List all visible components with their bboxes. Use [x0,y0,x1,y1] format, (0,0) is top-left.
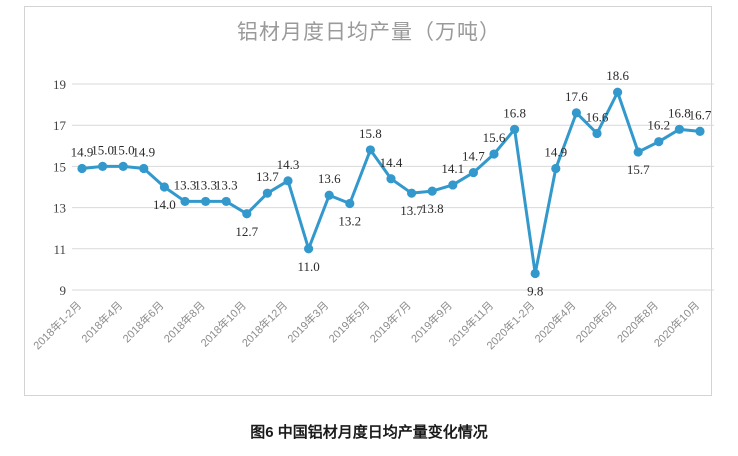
data-point-label: 13.6 [318,171,341,186]
data-point-marker [468,167,478,178]
x-axis-tick-label: 2020年4月 [531,298,578,345]
data-point-label: 14.9 [132,144,155,159]
data-point-marker [674,124,685,134]
data-point-marker [509,124,520,134]
data-point-label: 13.7 [256,169,279,184]
y-axis-tick-labels: 9 11 13 15 17 19 [53,77,67,298]
data-point-marker [201,196,211,207]
data-point-label: 12.7 [235,224,258,239]
data-point-marker [98,161,108,171]
data-point-label: 14.0 [153,197,176,212]
y-axis-tick-label: 9 [60,283,67,298]
data-point-marker [633,147,643,157]
x-axis-tick-label: 2018年6月 [119,298,166,345]
chart-frame [24,6,712,396]
data-point-marker [139,163,149,174]
data-point-label: 14.9 [544,144,567,159]
x-axis-tick-label: 2019年7月 [367,298,414,345]
data-point-marker [571,108,582,118]
data-point-label: 13.3 [174,177,197,192]
data-point-marker [386,174,396,184]
data-point-label: 16.8 [503,105,526,120]
data-point-marker [551,163,561,174]
series-markers [77,87,705,279]
data-point-marker [654,137,664,147]
data-point-label: 15.8 [359,126,382,141]
data-point-label: 13.2 [338,213,361,228]
data-point-label: 15.7 [627,162,650,177]
data-point-marker [530,268,540,279]
data-point-label: 14.1 [441,161,464,176]
series-data-labels: 14.915.015.014.914.013.313.313.312.713.7… [71,68,712,298]
data-point-marker [365,145,375,155]
data-point-label: 16.2 [647,118,670,133]
x-axis-tick-label: 2019年5月 [325,298,372,345]
chart-title: 铝材月度日均产量（万吨） [237,20,501,44]
data-point-marker [489,149,499,159]
data-point-label: 9.8 [527,284,543,299]
y-axis-tick-label: 11 [53,242,66,257]
data-point-marker [695,126,705,136]
y-axis-tick-label: 17 [53,118,67,133]
y-axis-tick-label: 19 [53,77,66,92]
data-point-label: 16.6 [586,109,609,124]
figure-caption: 图6 中国铝材月度日均产量变化情况 [250,424,488,441]
data-point-label: 11.0 [297,259,319,274]
data-point-label: 16.8 [668,105,691,120]
data-point-label: 13.7 [400,203,423,218]
data-point-label: 17.6 [565,89,588,104]
data-point-label: 14.4 [380,155,403,170]
data-point-marker [304,244,314,254]
data-point-marker [345,198,355,209]
data-point-label: 15.0 [112,142,135,157]
data-point-label: 14.7 [462,149,485,164]
data-point-marker [77,163,87,174]
y-axis-tick-label: 15 [53,159,66,174]
data-point-marker [592,128,602,139]
data-point-marker [180,196,190,207]
data-point-marker [427,186,437,196]
data-point-marker [283,176,293,186]
x-axis-tick-labels: 2018年1-2月2018年4月2018年6月2018年8月2018年10月20… [30,298,702,352]
x-axis-tick-label: 2018年4月 [78,298,125,345]
data-point-marker [448,180,458,190]
data-point-marker [242,209,252,219]
data-point-label: 13.3 [194,177,217,192]
data-point-label: 15.6 [483,130,506,145]
data-point-label: 14.3 [277,157,300,172]
x-axis-tick-label: 2020年6月 [573,298,620,345]
x-axis-tick-label: 2018年1-2月 [30,298,84,352]
y-axis-tick-label: 13 [53,201,66,216]
data-point-marker [159,182,169,192]
data-point-marker [221,196,231,207]
data-point-label: 16.7 [689,107,712,122]
data-point-marker [262,188,272,198]
data-point-marker [118,161,128,171]
x-axis-tick-label: 2019年3月 [284,298,331,345]
data-point-label: 14.9 [71,144,94,159]
data-point-label: 15.0 [91,142,114,157]
data-point-label: 18.6 [606,68,629,83]
data-point-label: 13.3 [215,177,238,192]
gridlines-group [72,83,714,291]
data-point-marker [407,188,417,198]
data-point-marker [613,87,623,97]
data-point-marker [324,190,334,200]
data-point-label: 13.8 [421,201,444,216]
